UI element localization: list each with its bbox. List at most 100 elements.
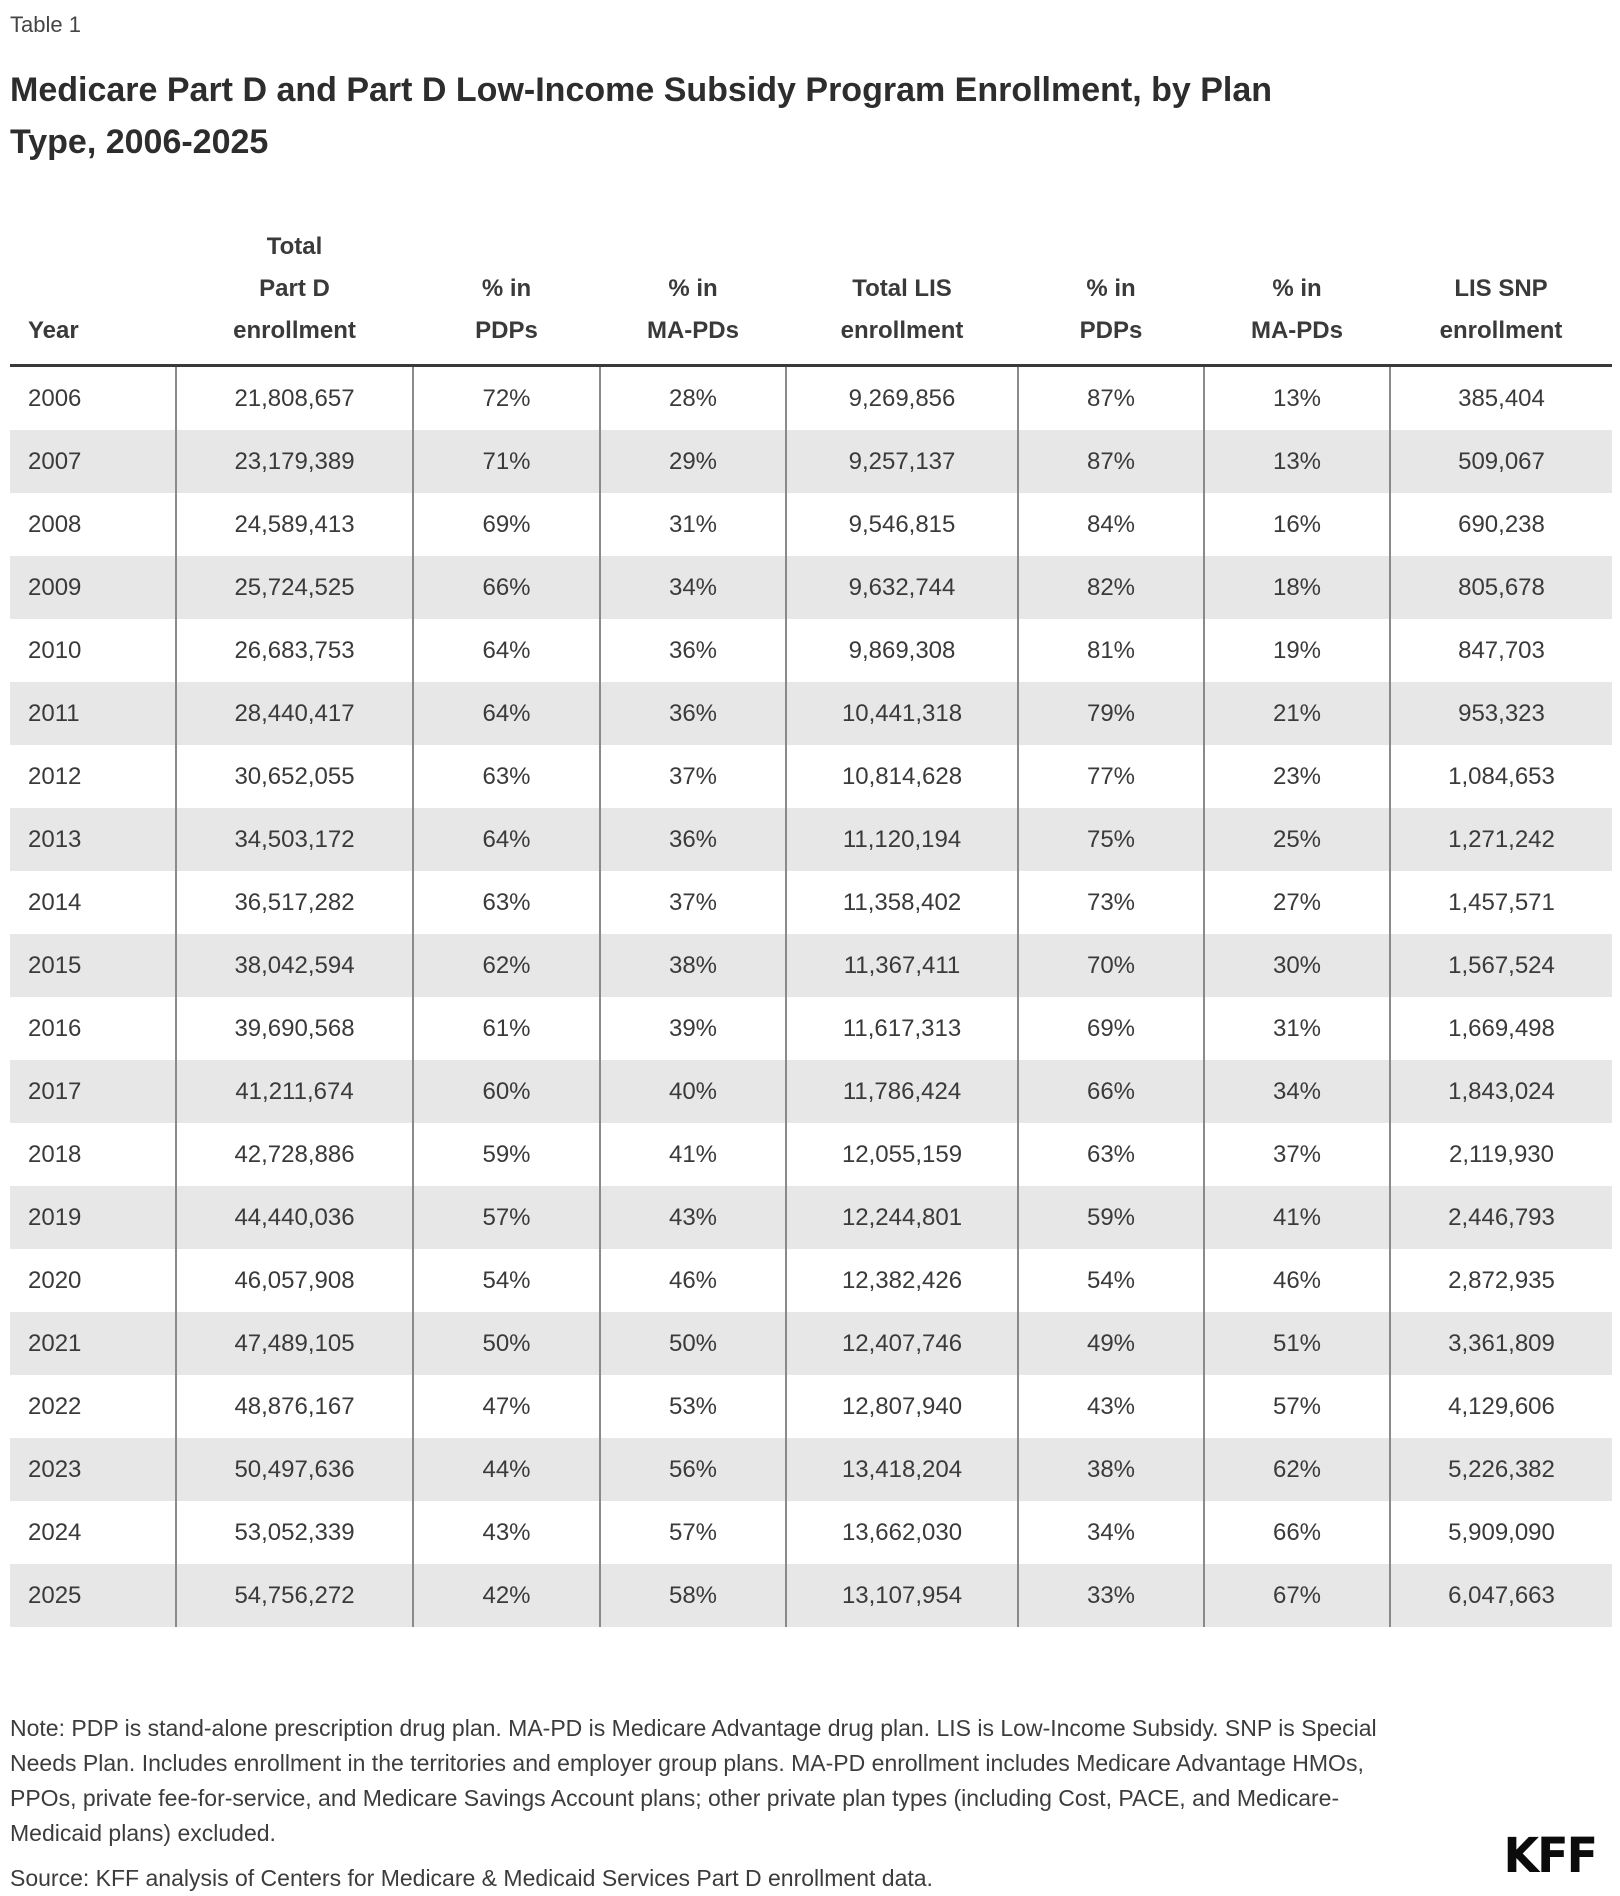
column-header-pct-mapds-partd: % in MA-PDs (646, 275, 739, 344)
year-cell: 2013 (28, 825, 82, 853)
table-cell: 57% (1203, 1375, 1390, 1438)
table-cell: 66% (412, 556, 600, 619)
table-row: 2022 48,876,167 47% 53% 12,807,940 43% 57% 4,12… (10, 1375, 1612, 1438)
table-cell: 54,756,272 (175, 1564, 413, 1627)
table-row: 2009 25,724,525 66% 34% 9,632,744 82% 18% 805,6… (10, 556, 1612, 619)
table-cell: 30,652,055 (175, 745, 413, 808)
year-cell: 2012 (28, 762, 82, 790)
table-cell: 4,129,606 (1389, 1375, 1612, 1438)
source-text: Source: KFF analysis of Centers for Medi… (10, 1865, 933, 1891)
year-cell: 2010 (28, 636, 82, 664)
table-cell: 12,807,940 (785, 1375, 1018, 1438)
table-cell: 50,497,636 (175, 1438, 413, 1501)
table-cell: 64% (412, 682, 600, 745)
table-row: 2024 53,052,339 43% 57% 13,662,030 34% 66% 5,90… (10, 1501, 1612, 1564)
table-cell: 27% (1203, 871, 1390, 934)
year-cell: 2017 (28, 1077, 82, 1105)
table-row: 2015 38,042,594 62% 38% 11,367,411 70% 30% 1,56… (10, 934, 1612, 997)
table-row: 2011 28,440,417 64% 36% 10,441,318 79% 21% 953,… (10, 682, 1612, 745)
table-cell: 63% (412, 871, 600, 934)
table-cell: 42,728,886 (175, 1123, 413, 1186)
table-cell: 34,503,172 (175, 808, 413, 871)
year-cell: 2015 (28, 951, 82, 979)
table-cell: 26,683,753 (175, 619, 413, 682)
column-header-pct-mapds-lis: % in MA-PDs (1250, 275, 1343, 344)
table-cell: 57% (599, 1501, 786, 1564)
table-cell: 42% (412, 1564, 600, 1627)
table-cell: 36% (599, 682, 786, 745)
table-cell: 64% (412, 619, 600, 682)
table-cell: 38,042,594 (175, 934, 413, 997)
table-cell: 43% (412, 1501, 600, 1564)
table-cell: 39% (599, 997, 786, 1060)
table-cell: 53,052,339 (175, 1501, 413, 1564)
table-cell: 69% (412, 493, 600, 556)
table-cell: 1,567,524 (1389, 934, 1612, 997)
table-cell: 82% (1017, 556, 1204, 619)
table-row: 2019 44,440,036 57% 43% 12,244,801 59% 41% 2,44… (10, 1186, 1612, 1249)
year-cell: 2025 (28, 1581, 82, 1609)
table-cell: 44,440,036 (175, 1186, 413, 1249)
table-cell: 84% (1017, 493, 1204, 556)
table-cell: 71% (412, 430, 600, 493)
table-row: 2016 39,690,568 61% 39% 11,617,313 69% 31% 1,66… (10, 997, 1612, 1060)
table-row: 2021 47,489,105 50% 50% 12,407,746 49% 51% 3,36… (10, 1312, 1612, 1375)
table-cell: 847,703 (1389, 619, 1612, 682)
table-cell: 12,382,426 (785, 1249, 1018, 1312)
table-cell: 47,489,105 (175, 1312, 413, 1375)
table-cell: 77% (1017, 745, 1204, 808)
table-cell: 48,876,167 (175, 1375, 413, 1438)
table-cell: 47% (412, 1375, 600, 1438)
table-cell: 33% (1017, 1564, 1204, 1627)
table-cell: 690,238 (1389, 493, 1612, 556)
table-cell: 73% (1017, 871, 1204, 934)
column-header-pct-pdps-lis: % in PDPs (1079, 275, 1143, 344)
table-cell: 12,244,801 (785, 1186, 1018, 1249)
table-cell: 59% (412, 1123, 600, 1186)
table-cell: 6,047,663 (1389, 1564, 1612, 1627)
table-cell: 2,446,793 (1389, 1186, 1612, 1249)
table-cell: 63% (1017, 1123, 1204, 1186)
table-cell: 75% (1017, 808, 1204, 871)
table-number-label: Table 1 (10, 12, 81, 37)
table-cell: 87% (1017, 365, 1204, 430)
table-cell: 36% (599, 619, 786, 682)
note-text: Note: PDP is stand-alone prescription dr… (10, 1715, 1377, 1846)
table-cell: 62% (1203, 1438, 1390, 1501)
table-cell: 13,662,030 (785, 1501, 1018, 1564)
table-cell: 10,441,318 (785, 682, 1018, 745)
table-cell: 5,909,090 (1389, 1501, 1612, 1564)
table-cell: 13,418,204 (785, 1438, 1018, 1501)
enrollment-table: Year Total Part D enrollment % in PDPs %… (10, 226, 1612, 1627)
table-cell: 63% (412, 745, 600, 808)
table-cell: 40% (599, 1060, 786, 1123)
table-cell: 58% (599, 1564, 786, 1627)
page-title-line-1: Medicare Part D and Part D Low-Income Su… (10, 71, 1273, 109)
table-cell: 805,678 (1389, 556, 1612, 619)
table-cell: 1,843,024 (1389, 1060, 1612, 1123)
table-cell: 509,067 (1389, 430, 1612, 493)
table-cell: 21,808,657 (175, 365, 413, 430)
table-cell: 385,404 (1389, 365, 1612, 430)
table-cell: 12,055,159 (785, 1123, 1018, 1186)
table-cell: 39,690,568 (175, 997, 413, 1060)
table-cell: 34% (1017, 1501, 1204, 1564)
kff-logo: KFF (1503, 1826, 1598, 1884)
table-row: 2025 54,756,272 42% 58% 13,107,954 33% 67% 6,04… (10, 1564, 1612, 1627)
column-header-total-partd-enrollment: Total Part D enrollment (233, 233, 356, 344)
table-cell: 2,872,935 (1389, 1249, 1612, 1312)
table-cell: 9,257,137 (785, 430, 1018, 493)
table-cell: 37% (1203, 1123, 1390, 1186)
column-header-lis-snp-enrollment: LIS SNP enrollment (1439, 275, 1563, 344)
table-row: 2018 42,728,886 59% 41% 12,055,159 63% 37% 2,11… (10, 1123, 1612, 1186)
table-cell: 46% (599, 1249, 786, 1312)
table-cell: 23,179,389 (175, 430, 413, 493)
table-cell: 25,724,525 (175, 556, 413, 619)
table-cell: 12,407,746 (785, 1312, 1018, 1375)
table-cell: 69% (1017, 997, 1204, 1060)
table-body: 2006 21,808,657 72% 28% 9,269,856 87% 13% 385,4… (10, 365, 1612, 1627)
table-cell: 57% (412, 1186, 600, 1249)
table-cell: 70% (1017, 934, 1204, 997)
year-cell: 2006 (28, 384, 82, 412)
